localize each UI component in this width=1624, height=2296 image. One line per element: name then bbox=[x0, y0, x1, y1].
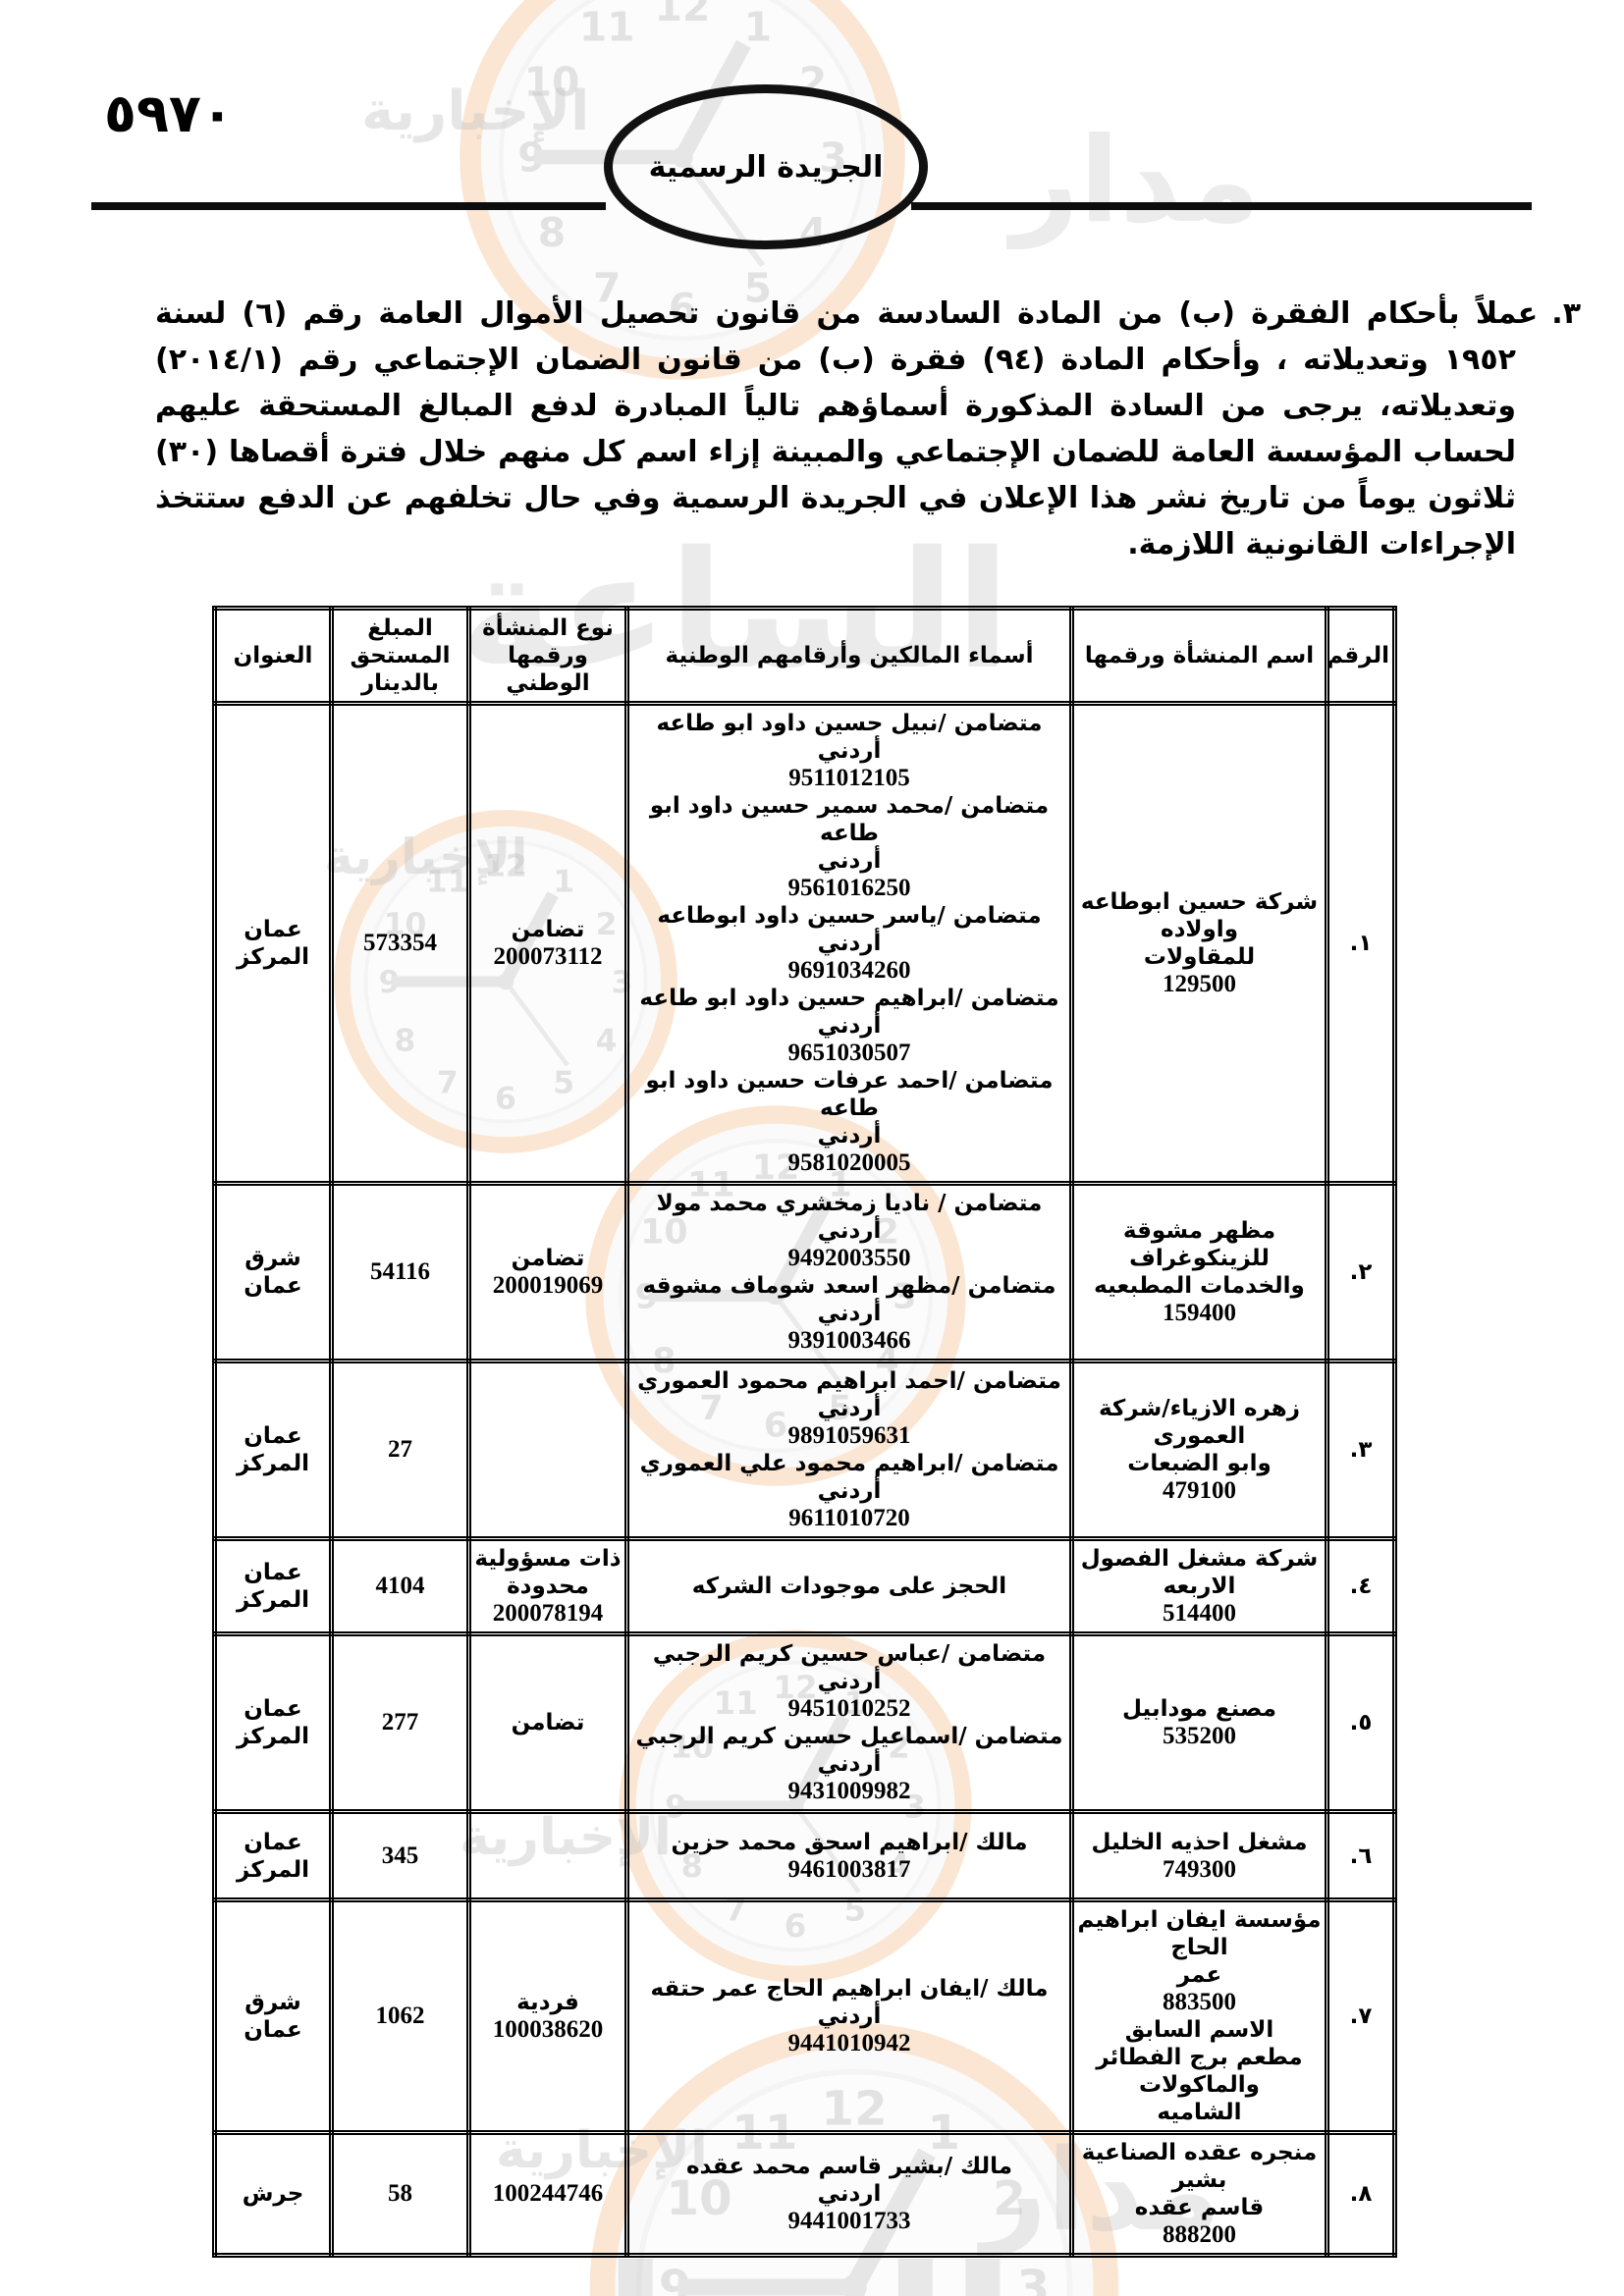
cell-type bbox=[466, 1359, 629, 1541]
table-row: ٦. مشغل احذيه الخليل 749300 مالك /ابراهيم ا… bbox=[212, 1809, 1397, 1902]
cell-establishment: مشغل احذيه الخليل 749300 bbox=[1069, 1809, 1329, 1902]
table-row: ١. شركة حسين ابوطاعه واولاده للمقاولات 1295… bbox=[212, 701, 1397, 1186]
cell-type: 100244746 bbox=[466, 2130, 629, 2258]
cell-owners: مالك /بشير قاسم محمد عقده اردني 9441001733 bbox=[624, 2130, 1074, 2258]
notice-paragraph: ٣. عملاً بأحكام الفقرة (ب) من المادة السا… bbox=[155, 291, 1581, 567]
cell-establishment: منجره عقده الصناعية بشير قاسم عقده 888200 bbox=[1069, 2130, 1329, 2258]
cell-number: ٦. bbox=[1325, 1809, 1397, 1902]
cell-type: فردية 100038620 bbox=[466, 1897, 629, 2135]
table-header: الرقم اسم المنشأة ورقمها أسماء المالكين … bbox=[212, 606, 1397, 706]
table-row: ٣. زهره الازياء/شركة العمورى وابو الضبعات 4… bbox=[212, 1359, 1397, 1541]
cell-number: ٧. bbox=[1325, 1897, 1397, 2135]
cell-establishment: مؤسسة ايفان ابراهيم الحاج عمر 883500 الاسم … bbox=[1069, 1897, 1329, 2135]
cell-amount: 4104 bbox=[329, 1536, 471, 1636]
cell-owners: مالك /ابراهيم اسحق محمد حزين 9461003817 bbox=[624, 1809, 1074, 1902]
cell-amount: 54116 bbox=[329, 1181, 471, 1363]
masthead-title: الجريدة الرسمية bbox=[648, 149, 884, 185]
cell-owners: متضامن /احمد ابراهيم محمود العموري أردني 9… bbox=[624, 1359, 1074, 1541]
header-rule-right bbox=[911, 202, 1532, 210]
cell-number: ٣. bbox=[1325, 1359, 1397, 1541]
cell-amount: 58 bbox=[329, 2130, 471, 2258]
page-number: ٥٩٧٠ bbox=[104, 82, 234, 144]
cell-address: عمان المركز bbox=[212, 1809, 334, 1902]
cell-owners: متضامن / ناديا زمخشري محمد مولا أردني 9492… bbox=[624, 1181, 1074, 1363]
cell-address: جرش bbox=[212, 2130, 334, 2258]
cell-establishment: شركة مشغل الفصول الاربعه 514400 bbox=[1069, 1536, 1329, 1636]
header-address: العنوان bbox=[212, 606, 334, 706]
cell-address: عمان المركز bbox=[212, 701, 334, 1186]
cell-number: ٢. bbox=[1325, 1181, 1397, 1363]
cell-number: ٤. bbox=[1325, 1536, 1397, 1636]
cell-address: عمان المركز bbox=[212, 1359, 334, 1541]
cell-establishment: مظهر مشوقة للزينكوغراف والخدمات المطبعيه 1… bbox=[1069, 1181, 1329, 1363]
cell-address: عمان المركز bbox=[212, 1631, 334, 1814]
cell-amount: 27 bbox=[329, 1359, 471, 1541]
table-row: ٨. منجره عقده الصناعية بشير قاسم عقده 88820… bbox=[212, 2130, 1397, 2258]
cell-address: شرق عمان bbox=[212, 1181, 334, 1363]
cell-address: عمان المركز bbox=[212, 1536, 334, 1636]
cell-type bbox=[466, 1809, 629, 1902]
cell-type: تضامن 200073112 bbox=[466, 701, 629, 1186]
header-owners: أسماء المالكين وأرقامهم الوطنية bbox=[624, 606, 1074, 706]
cell-establishment: زهره الازياء/شركة العمورى وابو الضبعات 479… bbox=[1069, 1359, 1329, 1541]
table-row: ٤. شركة مشغل الفصول الاربعه 514400 الحجز عل… bbox=[212, 1536, 1397, 1636]
cell-number: ٨. bbox=[1325, 2130, 1397, 2258]
cell-type: تضامن bbox=[466, 1631, 629, 1814]
cell-establishment: شركة حسين ابوطاعه واولاده للمقاولات 129500 bbox=[1069, 701, 1329, 1186]
cell-amount: 277 bbox=[329, 1631, 471, 1814]
table-row: ٢. مظهر مشوقة للزينكوغراف والخدمات المطبعي… bbox=[212, 1181, 1397, 1363]
notice-item-number: ٣. bbox=[1551, 296, 1581, 331]
header-establishment: اسم المنشأة ورقمها bbox=[1069, 606, 1329, 706]
table-row: ٧. مؤسسة ايفان ابراهيم الحاج عمر 883500 الاس… bbox=[212, 1897, 1397, 2135]
gazette-table: الرقم اسم المنشأة ورقمها أسماء المالكين … bbox=[212, 606, 1397, 2258]
cell-owners: متضامن /عباس حسين كريم الرجبي أردني 945101… bbox=[624, 1631, 1074, 1814]
cell-number: ٥. bbox=[1325, 1631, 1397, 1814]
cell-owners: الحجز على موجودات الشركه bbox=[624, 1536, 1074, 1636]
header-rule-left bbox=[91, 202, 606, 210]
table-row: ٥. مصنع مودابيل 535200 متضامن /عباس حسين كر… bbox=[212, 1631, 1397, 1814]
header-number: الرقم bbox=[1325, 606, 1397, 706]
cell-address: شرق عمان bbox=[212, 1897, 334, 2135]
notice-text: عملاً بأحكام الفقرة (ب) من المادة السادس… bbox=[155, 296, 1539, 561]
table-header-row: الرقم اسم المنشأة ورقمها أسماء المالكين … bbox=[212, 606, 1397, 706]
cell-establishment: مصنع مودابيل 535200 bbox=[1069, 1631, 1329, 1814]
cell-owners: مالك /ايفان ابراهيم الحاج عمر حتقه أردني 9… bbox=[624, 1897, 1074, 2135]
header-type: نوع المنشأة ورقمها الوطني bbox=[466, 606, 629, 706]
header-amount: المبلغ المستحق بالدينار bbox=[329, 606, 471, 706]
cell-amount: 573354 bbox=[329, 701, 471, 1186]
cell-amount: 1062 bbox=[329, 1897, 471, 2135]
cell-number: ١. bbox=[1325, 701, 1397, 1186]
cell-type: تضامن 200019069 bbox=[466, 1181, 629, 1363]
cell-amount: 345 bbox=[329, 1809, 471, 1902]
masthead-oval: الجريدة الرسمية bbox=[604, 84, 928, 249]
cell-owners: متضامن /نبيل حسين داود ابو طاعه أردني 9511… bbox=[624, 701, 1074, 1186]
table-body: ١. شركة حسين ابوطاعه واولاده للمقاولات 1295… bbox=[212, 701, 1397, 2258]
cell-type: ذات مسؤولية محدودة 200078194 bbox=[466, 1536, 629, 1636]
